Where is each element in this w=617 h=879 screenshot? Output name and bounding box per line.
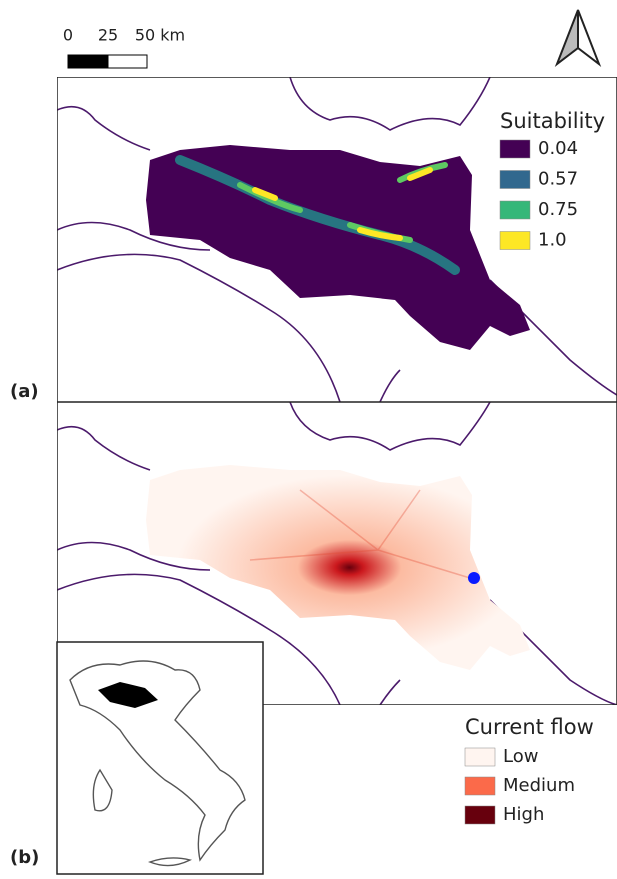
scale-label: 0	[63, 26, 73, 45]
scale-segment	[108, 55, 147, 68]
legend-label: 0.04	[538, 138, 578, 159]
scale-segment	[68, 55, 108, 68]
legend-title: Suitability	[500, 109, 605, 133]
legend-title: Current flow	[465, 715, 594, 739]
legend-swatch	[465, 777, 495, 795]
legend-label: Low	[503, 746, 538, 767]
inset-map	[57, 642, 263, 874]
panel-label: (a)	[10, 381, 39, 402]
scale-label: 50 km	[135, 26, 185, 45]
legend-label: Medium	[503, 775, 575, 796]
north-arrow	[557, 10, 599, 64]
panel-label: (b)	[10, 847, 39, 868]
legend-swatch	[500, 140, 530, 158]
legend-swatch	[500, 171, 530, 189]
legend-label: High	[503, 804, 544, 825]
scale-label: 25	[98, 26, 118, 45]
source-point	[468, 572, 480, 584]
legend-label: 0.75	[538, 199, 578, 220]
legend-swatch	[465, 748, 495, 766]
scale-bar: 0 25 50 km	[63, 26, 185, 69]
legend-label: 0.57	[538, 169, 578, 190]
legend-swatch	[465, 806, 495, 824]
figure: 0 25 50 km (a) (b) Suitability Current f…	[0, 0, 617, 875]
legend-swatch	[500, 201, 530, 219]
legend-label: 1.0	[538, 230, 567, 251]
legend-swatch	[500, 232, 530, 250]
